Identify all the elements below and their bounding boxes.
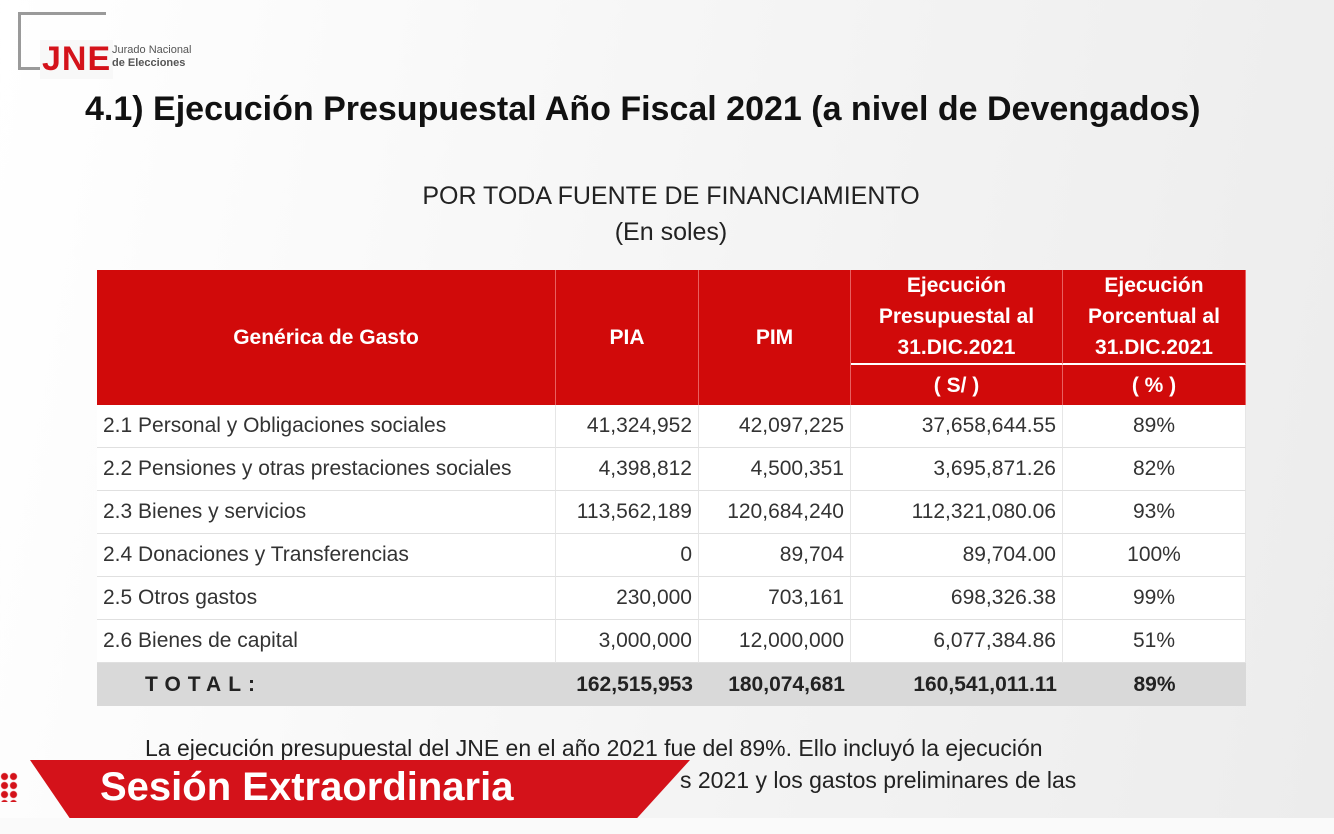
header-cell: Ejecución Porcentual al 31.DIC.2021 [1063,270,1246,365]
banner-text: Sesión Extraordinaria [100,765,514,809]
row-label: 2.3 Bienes y servicios [97,491,556,534]
data-cell: 51% [1063,620,1246,663]
data-cell: 100% [1063,534,1246,577]
subtitle: POR TODA FUENTE DE FINANCIAMIENTO [422,182,920,210]
total-label: TOTAL: [97,663,556,706]
data-cell: 37,658,644.55 [851,405,1063,448]
data-cell: 112,321,080.06 [851,491,1063,534]
row-label: 2.4 Donaciones y Transferencias [97,534,556,577]
data-cell: 6,077,384.86 [851,620,1063,663]
row-label: 2.1 Personal y Obligaciones sociales [97,405,556,448]
bottom-strip [0,818,1334,834]
header-cell: Genérica de Gasto [97,270,556,405]
paragraph-line: La ejecución presupuestal del JNE en el … [145,735,1043,761]
row-label: 2.6 Bienes de capital [97,620,556,663]
data-cell: 4,500,351 [699,448,851,491]
data-cell: 41,324,952 [556,405,699,448]
logo-mark: JNE [40,40,114,79]
data-cell: 89,704 [699,534,851,577]
data-cell: 42,097,225 [699,405,851,448]
data-cell: 12,000,000 [699,620,851,663]
data-cell: 230,000 [556,577,699,620]
paragraph-line: s 2021 y los gastos preliminares de las [680,767,1077,793]
total-cell: 160,541,011.11 [851,663,1063,706]
corner-icon [0,772,18,802]
data-cell: 113,562,189 [556,491,699,534]
header-cell: PIA [556,270,699,405]
data-cell: 89,704.00 [851,534,1063,577]
data-cell: 4,398,812 [556,448,699,491]
data-cell: 3,000,000 [556,620,699,663]
data-cell: 698,326.38 [851,577,1063,620]
data-cell: 3,695,871.26 [851,448,1063,491]
logo-text: Jurado Nacional [112,44,192,56]
subtitle: (En soles) [614,218,728,246]
logo-text: de Elecciones [112,57,186,69]
total-cell: 180,074,681 [699,663,851,706]
row-label: 2.5 Otros gastos [97,577,556,620]
data-cell: 99% [1063,577,1246,620]
header-cell: PIM [699,270,851,405]
data-cell: 703,161 [699,577,851,620]
row-label: 2.2 Pensiones y otras prestaciones socia… [97,448,556,491]
total-cell: 89% [1063,663,1246,706]
slide-title: 4.1) Ejecución Presupuestal Año Fiscal 2… [85,90,1201,128]
data-cell: 82% [1063,448,1246,491]
budget-table: Genérica de Gasto PIA PIM Ejecución Presupu… [97,270,1246,706]
unit-cell: ( S/ ) [851,365,1063,405]
data-cell: 0 [556,534,699,577]
data-cell: 89% [1063,405,1246,448]
data-cell: 93% [1063,491,1246,534]
unit-cell: ( % ) [1063,365,1246,405]
header-cell: Ejecución Presupuestal al 31.DIC.2021 [851,270,1063,365]
banner [30,760,690,818]
data-cell: 120,684,240 [699,491,851,534]
total-cell: 162,515,953 [556,663,699,706]
